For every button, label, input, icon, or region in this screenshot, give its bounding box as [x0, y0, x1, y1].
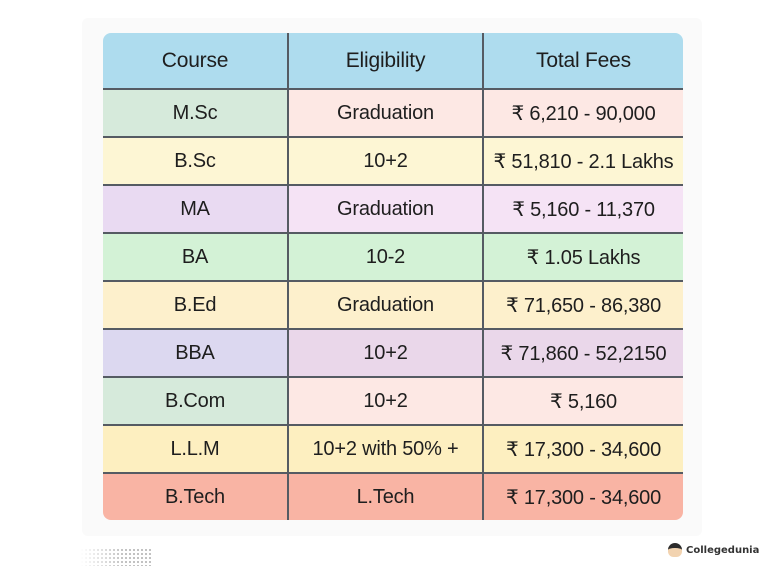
cell-course: M.Sc — [103, 88, 287, 136]
cell-fees: ₹ 51,810 - 2.1 Lakhs — [482, 136, 683, 184]
cell-course: B.Ed — [103, 280, 287, 328]
cell-course: BBA — [103, 328, 287, 376]
cell-eligibility: Graduation — [287, 184, 482, 232]
cell-course: L.L.M — [103, 424, 287, 472]
cell-eligibility: 10-2 — [287, 232, 482, 280]
course-fees-table: Course Eligibility Total Fees M.Sc Gradu… — [103, 33, 683, 520]
cell-eligibility: Graduation — [287, 280, 482, 328]
cell-eligibility: 10+2 — [287, 376, 482, 424]
cell-eligibility: Graduation — [287, 88, 482, 136]
cell-course: BA — [103, 232, 287, 280]
cell-fees: ₹ 5,160 — [482, 376, 683, 424]
cell-course: B.Sc — [103, 136, 287, 184]
cell-course: B.Tech — [103, 472, 287, 520]
cell-fees: ₹ 5,160 - 11,370 — [482, 184, 683, 232]
cell-course: B.Com — [103, 376, 287, 424]
header-eligibility: Eligibility — [287, 33, 482, 88]
cell-eligibility: L.Tech — [287, 472, 482, 520]
cell-eligibility: 10+2 — [287, 328, 482, 376]
cell-fees: ₹ 17,300 - 34,600 — [482, 472, 683, 520]
cell-fees: ₹ 71,650 - 86,380 — [482, 280, 683, 328]
header-course: Course — [103, 33, 287, 88]
cell-course: MA — [103, 184, 287, 232]
cell-fees: ₹ 1.05 Lakhs — [482, 232, 683, 280]
cell-fees: ₹ 71,860 - 52,2150 — [482, 328, 683, 376]
brand-watermark: Collegedunia — [668, 543, 759, 557]
cell-eligibility: 10+2 with 50% + — [287, 424, 482, 472]
brand-name: Collegedunia — [686, 544, 760, 556]
cell-fees: ₹ 6,210 - 90,000 — [482, 88, 683, 136]
student-avatar-icon — [668, 543, 682, 557]
cell-eligibility: 10+2 — [287, 136, 482, 184]
halftone-dots-icon — [80, 548, 152, 566]
header-total-fees: Total Fees — [482, 33, 683, 88]
cell-fees: ₹ 17,300 - 34,600 — [482, 424, 683, 472]
